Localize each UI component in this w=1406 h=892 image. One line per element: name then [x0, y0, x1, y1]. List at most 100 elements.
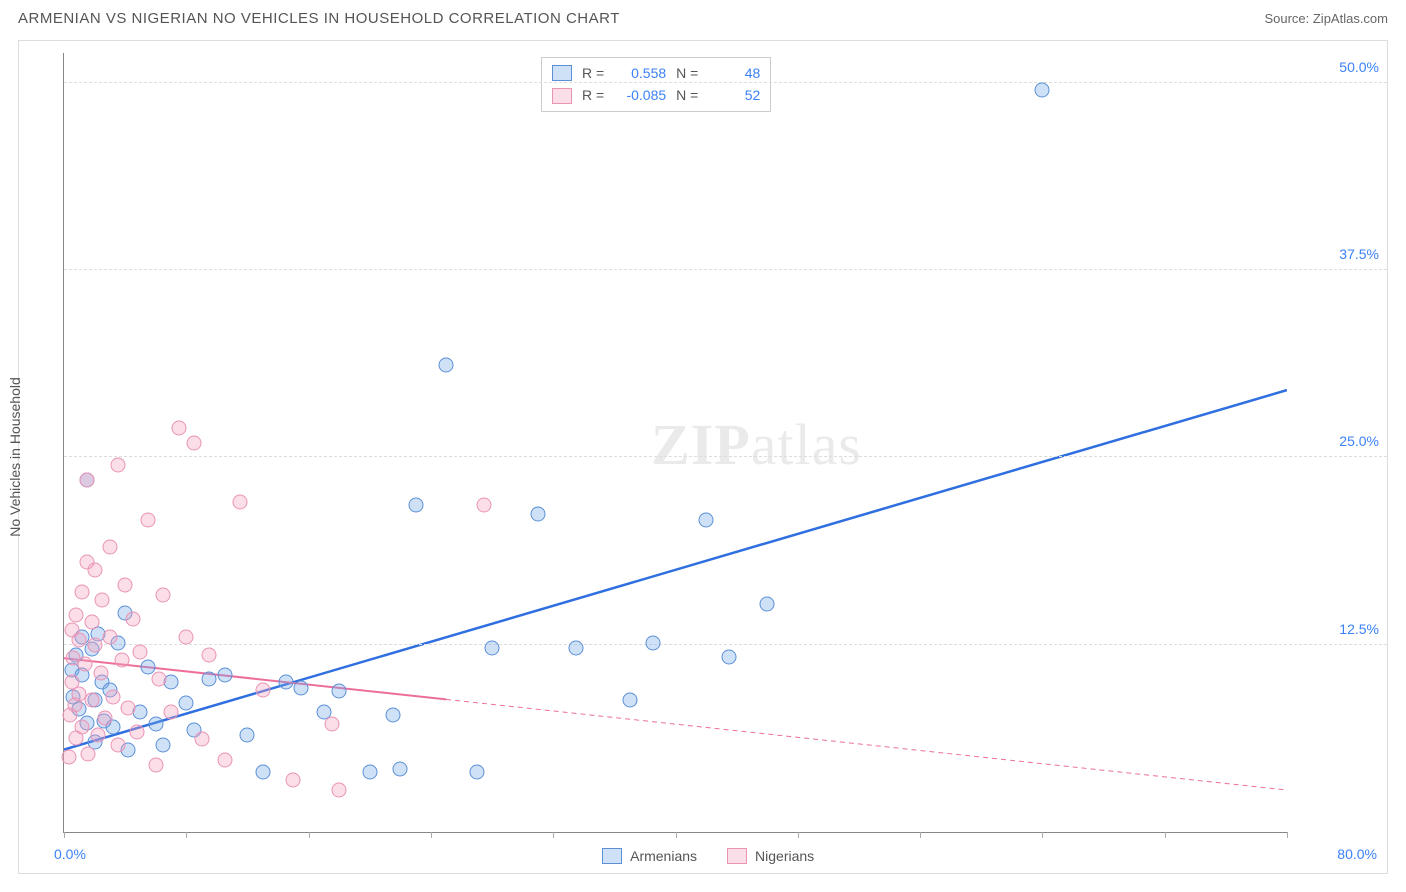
source-link[interactable]: ZipAtlas.com [1313, 11, 1388, 26]
data-point-armenians [202, 672, 217, 687]
x-tick [309, 832, 310, 838]
data-point-armenians [1035, 83, 1050, 98]
data-point-nigerians [78, 657, 93, 672]
data-point-nigerians [81, 747, 96, 762]
gridline [64, 456, 1387, 457]
data-point-nigerians [118, 577, 133, 592]
data-point-armenians [569, 640, 584, 655]
chart-container: No Vehicles in Household ZIPatlas R = 0.… [18, 40, 1388, 874]
data-point-nigerians [125, 612, 140, 627]
n-value-nigerians: 52 [708, 84, 760, 106]
data-point-nigerians [87, 637, 102, 652]
y-tick-label: 50.0% [1339, 59, 1379, 75]
data-point-nigerians [179, 630, 194, 645]
data-point-nigerians [232, 495, 247, 510]
x-tick [553, 832, 554, 838]
gridline [64, 644, 1387, 645]
data-point-nigerians [332, 783, 347, 798]
chart-title: ARMENIAN VS NIGERIAN NO VEHICLES IN HOUS… [18, 10, 620, 27]
x-tick [64, 832, 65, 838]
data-point-nigerians [110, 738, 125, 753]
data-point-nigerians [105, 690, 120, 705]
data-point-armenians [760, 597, 775, 612]
legend-label-armenians: Armenians [630, 848, 697, 864]
legend-stats-row-nigerians: R = -0.085 N = 52 [552, 84, 760, 106]
data-point-nigerians [141, 513, 156, 528]
watermark: ZIPatlas [651, 411, 862, 478]
data-point-armenians [148, 717, 163, 732]
y-axis-label: No Vehicles in Household [7, 377, 23, 537]
data-point-nigerians [156, 588, 171, 603]
data-point-nigerians [75, 585, 90, 600]
x-tick [431, 832, 432, 838]
x-tick [920, 832, 921, 838]
x-tick [798, 832, 799, 838]
legend-item-armenians: Armenians [602, 848, 697, 864]
legend-item-nigerians: Nigerians [727, 848, 814, 864]
data-point-armenians [699, 513, 714, 528]
data-point-nigerians [87, 562, 102, 577]
data-point-armenians [217, 667, 232, 682]
regression-lines [64, 53, 1287, 832]
data-point-nigerians [133, 645, 148, 660]
data-point-armenians [393, 762, 408, 777]
data-point-armenians [332, 684, 347, 699]
data-point-nigerians [75, 720, 90, 735]
data-point-armenians [255, 765, 270, 780]
data-point-armenians [722, 649, 737, 664]
data-point-nigerians [194, 732, 209, 747]
data-point-armenians [278, 675, 293, 690]
data-point-nigerians [477, 498, 492, 513]
source-label: Source: ZipAtlas.com [1264, 11, 1388, 26]
source-prefix: Source: [1264, 11, 1312, 26]
data-point-nigerians [72, 633, 87, 648]
data-point-armenians [408, 498, 423, 513]
data-point-armenians [485, 640, 500, 655]
swatch-armenians-icon [602, 848, 622, 864]
data-point-nigerians [90, 727, 105, 742]
data-point-nigerians [186, 435, 201, 450]
data-point-armenians [179, 696, 194, 711]
data-point-nigerians [95, 592, 110, 607]
data-point-nigerians [84, 693, 99, 708]
x-tick [1042, 832, 1043, 838]
data-point-nigerians [171, 420, 186, 435]
data-point-armenians [156, 738, 171, 753]
data-point-armenians [622, 693, 637, 708]
x-tick [676, 832, 677, 838]
swatch-nigerians [552, 88, 572, 104]
data-point-nigerians [84, 615, 99, 630]
data-point-armenians [439, 357, 454, 372]
x-axis-min-label: 0.0% [54, 846, 86, 862]
data-point-nigerians [115, 652, 130, 667]
x-axis-max-label: 80.0% [1337, 846, 1377, 862]
legend-stats: R = 0.558 N = 48 R = -0.085 N = 52 [541, 57, 771, 112]
y-tick-label: 37.5% [1339, 246, 1379, 262]
plot-area: ZIPatlas R = 0.558 N = 48 R = -0.085 N =… [63, 53, 1287, 833]
data-point-armenians [240, 727, 255, 742]
gridline [64, 269, 1387, 270]
data-point-nigerians [102, 540, 117, 555]
legend-label-nigerians: Nigerians [755, 848, 814, 864]
data-point-nigerians [61, 750, 76, 765]
data-point-nigerians [217, 753, 232, 768]
data-point-nigerians [164, 705, 179, 720]
data-point-nigerians [110, 457, 125, 472]
data-point-armenians [469, 765, 484, 780]
data-point-nigerians [93, 666, 108, 681]
data-point-armenians [385, 708, 400, 723]
data-point-nigerians [69, 607, 84, 622]
gridline [64, 82, 1387, 83]
data-point-nigerians [98, 711, 113, 726]
r-value-nigerians: -0.085 [614, 84, 666, 106]
data-point-nigerians [286, 772, 301, 787]
data-point-nigerians [148, 757, 163, 772]
data-point-armenians [293, 681, 308, 696]
data-point-armenians [362, 765, 377, 780]
data-point-nigerians [202, 648, 217, 663]
data-point-armenians [645, 636, 660, 651]
x-tick [1165, 832, 1166, 838]
x-tick [186, 832, 187, 838]
y-tick-label: 25.0% [1339, 433, 1379, 449]
data-point-armenians [530, 507, 545, 522]
